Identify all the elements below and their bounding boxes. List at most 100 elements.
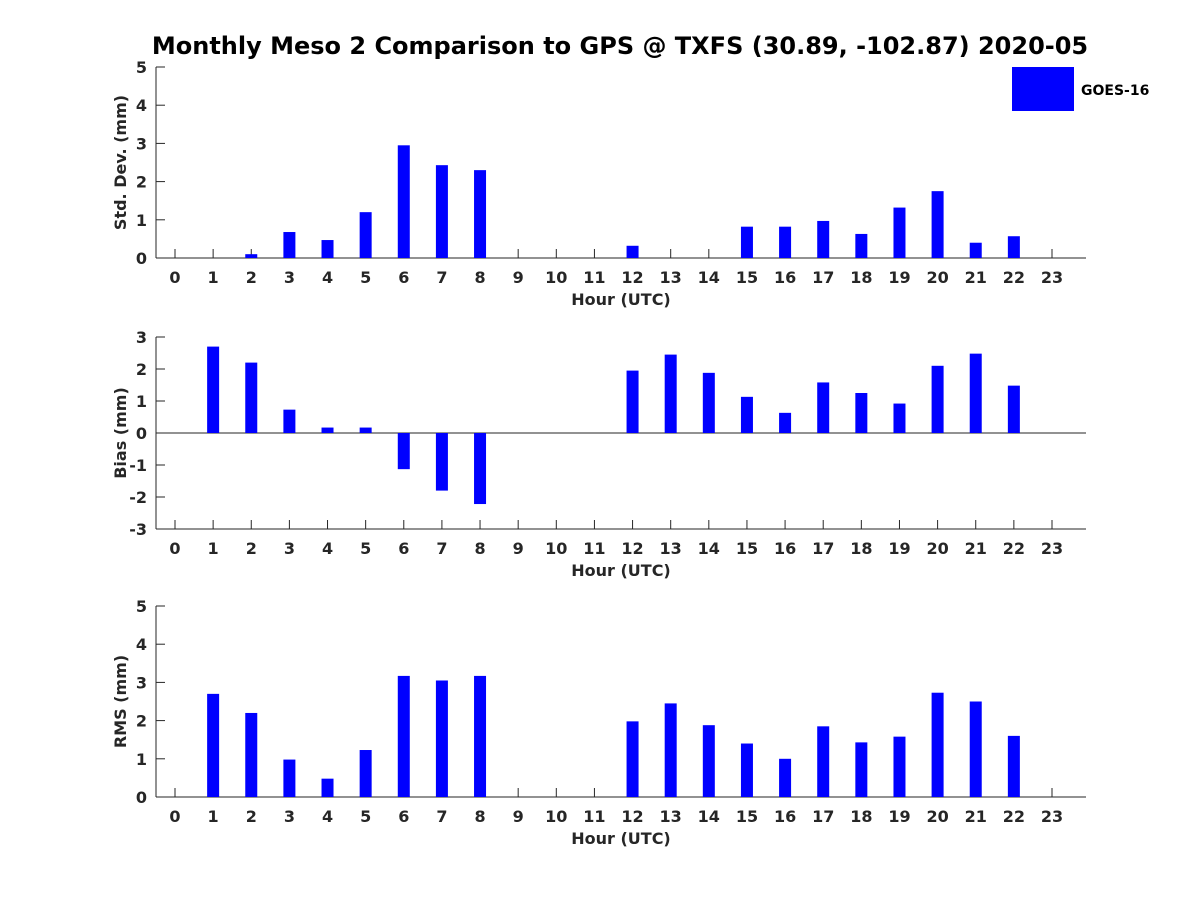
y-tick-label: -2 — [129, 488, 147, 507]
x-tick-label: 20 — [926, 268, 948, 287]
x-tick-label: 9 — [513, 807, 524, 826]
x-tick-label: 15 — [736, 807, 758, 826]
x-tick-label: 19 — [888, 539, 910, 558]
bar-bias-hour-12 — [626, 370, 639, 433]
x-tick-label: 21 — [965, 268, 987, 287]
bar-bias-hour-7 — [435, 433, 448, 491]
y-tick-label: 0 — [136, 249, 147, 268]
bar-rms-hour-1 — [207, 693, 220, 797]
bar-rms-hour-18 — [855, 742, 868, 797]
bar-rms-hour-2 — [245, 712, 258, 797]
x-tick-label: 19 — [888, 268, 910, 287]
bar-rms-hour-14 — [702, 725, 715, 797]
x-tick-label: 13 — [660, 539, 682, 558]
bar-stddev-hour-6 — [397, 145, 410, 258]
x-tick-label: 4 — [322, 807, 333, 826]
bar-stddev-hour-21 — [969, 242, 982, 258]
x-tick-label: 18 — [850, 807, 872, 826]
bar-rms-hour-21 — [969, 701, 982, 797]
x-tick-label: 1 — [208, 268, 219, 287]
x-tick-label: 21 — [965, 539, 987, 558]
x-tick-label: 18 — [850, 539, 872, 558]
x-tick-label: 17 — [812, 268, 834, 287]
bar-stddev-hour-3 — [283, 232, 296, 258]
x-tick-label: 8 — [474, 807, 485, 826]
x-tick-label: 4 — [322, 539, 333, 558]
bar-rms-hour-8 — [474, 675, 487, 797]
x-tick-label: 6 — [398, 807, 409, 826]
bar-stddev-hour-20 — [931, 191, 944, 258]
x-tick-label: 10 — [545, 539, 567, 558]
x-tick-label: 20 — [926, 539, 948, 558]
x-axis-label: Hour (UTC) — [571, 561, 671, 580]
x-tick-label: 8 — [474, 539, 485, 558]
x-tick-label: 16 — [774, 539, 796, 558]
x-tick-label: 6 — [398, 539, 409, 558]
y-tick-label: 2 — [136, 173, 147, 192]
x-tick-label: 17 — [812, 807, 834, 826]
bar-bias-hour-6 — [397, 433, 410, 470]
y-axis-label: Bias (mm) — [111, 387, 130, 479]
x-tick-label: 7 — [436, 539, 447, 558]
bar-bias-hour-20 — [931, 365, 944, 433]
x-tick-label: 2 — [246, 807, 257, 826]
bar-stddev-hour-18 — [855, 233, 868, 258]
bar-bias-hour-5 — [359, 427, 372, 433]
y-tick-label: 5 — [136, 58, 147, 77]
bar-bias-hour-2 — [245, 362, 258, 433]
y-tick-label: 1 — [136, 750, 147, 769]
x-tick-label: 0 — [169, 807, 180, 826]
bar-rms-hour-19 — [893, 736, 906, 797]
legend-swatch — [1012, 67, 1074, 111]
x-tick-label: 17 — [812, 539, 834, 558]
bar-bias-hour-8 — [474, 433, 487, 505]
bar-bias-hour-4 — [321, 427, 334, 433]
y-tick-label: -3 — [129, 520, 147, 539]
bar-bias-hour-21 — [969, 353, 982, 433]
x-tick-label: 4 — [322, 268, 333, 287]
chart-title: Monthly Meso 2 Comparison to GPS @ TXFS … — [152, 32, 1088, 60]
x-tick-label: 11 — [583, 807, 605, 826]
y-tick-label: 3 — [136, 328, 147, 347]
x-tick-label: 8 — [474, 268, 485, 287]
x-tick-label: 15 — [736, 268, 758, 287]
bar-bias-hour-22 — [1007, 385, 1020, 433]
x-tick-label: 1 — [208, 539, 219, 558]
bar-stddev-hour-19 — [893, 207, 906, 258]
bar-bias-hour-15 — [740, 396, 753, 433]
x-tick-label: 23 — [1041, 539, 1063, 558]
x-tick-label: 20 — [926, 807, 948, 826]
bar-rms-hour-13 — [664, 703, 677, 797]
x-tick-label: 6 — [398, 268, 409, 287]
y-tick-label: 2 — [136, 712, 147, 731]
x-tick-label: 13 — [660, 807, 682, 826]
bar-stddev-hour-17 — [817, 220, 830, 258]
bar-rms-hour-5 — [359, 750, 372, 797]
y-tick-label: 4 — [136, 96, 147, 115]
x-tick-label: 7 — [436, 807, 447, 826]
x-axis-label: Hour (UTC) — [571, 829, 671, 848]
x-tick-label: 21 — [965, 807, 987, 826]
bar-stddev-hour-22 — [1007, 236, 1020, 258]
x-tick-label: 0 — [169, 268, 180, 287]
y-tick-label: 3 — [136, 673, 147, 692]
bar-stddev-hour-12 — [626, 245, 639, 258]
x-tick-label: 14 — [698, 539, 720, 558]
x-tick-label: 22 — [1003, 268, 1025, 287]
x-tick-label: 18 — [850, 268, 872, 287]
x-tick-label: 3 — [284, 807, 295, 826]
bar-bias-hour-13 — [664, 354, 677, 433]
y-tick-label: 3 — [136, 134, 147, 153]
bar-stddev-hour-15 — [740, 226, 753, 258]
x-tick-label: 14 — [698, 807, 720, 826]
x-tick-label: 16 — [774, 268, 796, 287]
x-tick-label: 2 — [246, 539, 257, 558]
x-tick-label: 1 — [208, 807, 219, 826]
bar-rms-hour-15 — [740, 743, 753, 797]
x-tick-label: 3 — [284, 268, 295, 287]
